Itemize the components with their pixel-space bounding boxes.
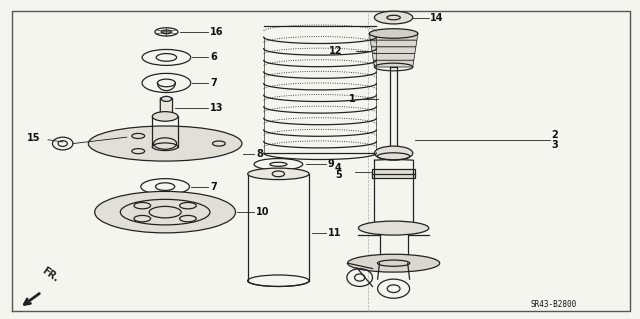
Text: 1: 1: [348, 94, 355, 104]
Text: 2: 2: [552, 130, 559, 140]
Text: 10: 10: [256, 207, 269, 217]
Text: 7: 7: [210, 182, 217, 192]
Polygon shape: [372, 54, 415, 60]
Text: 4: 4: [335, 163, 342, 173]
Text: 3: 3: [552, 140, 559, 150]
Text: SR43-B2800: SR43-B2800: [531, 300, 577, 309]
Ellipse shape: [358, 221, 429, 235]
Text: 8: 8: [256, 149, 263, 159]
Ellipse shape: [161, 96, 172, 101]
Text: 6: 6: [210, 52, 217, 63]
Ellipse shape: [161, 115, 172, 121]
Ellipse shape: [369, 29, 418, 38]
Ellipse shape: [95, 191, 236, 233]
Text: FR.: FR.: [40, 265, 60, 284]
Text: 5: 5: [335, 170, 342, 181]
Text: 14: 14: [430, 12, 444, 23]
Text: 9: 9: [328, 159, 335, 169]
FancyBboxPatch shape: [372, 169, 415, 178]
Ellipse shape: [374, 146, 413, 160]
Ellipse shape: [348, 254, 440, 272]
Ellipse shape: [88, 126, 242, 161]
Text: 12: 12: [329, 46, 342, 56]
Polygon shape: [371, 40, 417, 47]
Text: 15: 15: [27, 133, 40, 143]
Polygon shape: [373, 60, 414, 67]
Polygon shape: [369, 33, 418, 40]
Text: 11: 11: [328, 228, 341, 238]
Ellipse shape: [248, 168, 309, 180]
Text: 16: 16: [210, 27, 223, 37]
Ellipse shape: [152, 112, 178, 121]
Text: 13: 13: [210, 103, 223, 114]
FancyBboxPatch shape: [160, 98, 173, 119]
Ellipse shape: [374, 11, 413, 24]
Text: 7: 7: [210, 78, 217, 88]
Polygon shape: [371, 47, 416, 54]
